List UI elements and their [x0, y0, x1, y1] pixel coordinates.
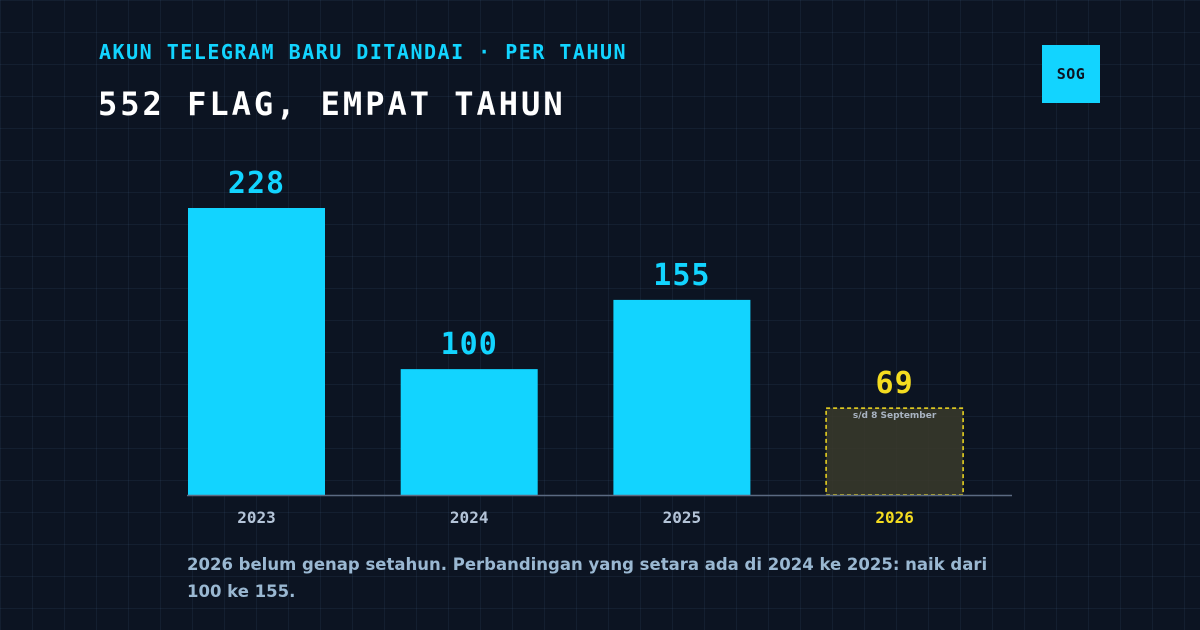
category-label-2025: 2025: [663, 508, 702, 527]
brand-logo: SOG: [1042, 45, 1100, 103]
bar-2023: [188, 208, 325, 495]
value-labels-layer: 228 100 155 s/d 8 September 69: [228, 166, 937, 421]
value-label-2026: 69: [876, 366, 914, 401]
brand-logo-text: SOG: [1056, 65, 1086, 83]
value-label-2023: 228: [228, 166, 285, 201]
bars-layer: [188, 208, 964, 496]
bar-2025: [613, 299, 751, 495]
bar-2026: [825, 407, 964, 496]
category-label-2024: 2024: [450, 508, 489, 527]
category-label-2026: 2026: [875, 508, 914, 527]
value-label-2024: 100: [441, 327, 498, 362]
chart-footnote: 2026 belum genap setahun. Perbandingan y…: [187, 555, 988, 601]
chart-title: 552 FLAG, EMPAT TAHUN: [98, 85, 566, 123]
partial-note-label: s/d 8 September: [853, 411, 937, 421]
category-label-2023: 2023: [237, 508, 276, 527]
chart-kicker: AKUN TELEGRAM BARU DITANDAI · PER TAHUN: [99, 40, 628, 64]
bar-2024: [400, 369, 538, 495]
category-labels-layer: 2023 2024 2025 2026: [237, 508, 914, 527]
value-label-2025: 155: [653, 258, 710, 293]
